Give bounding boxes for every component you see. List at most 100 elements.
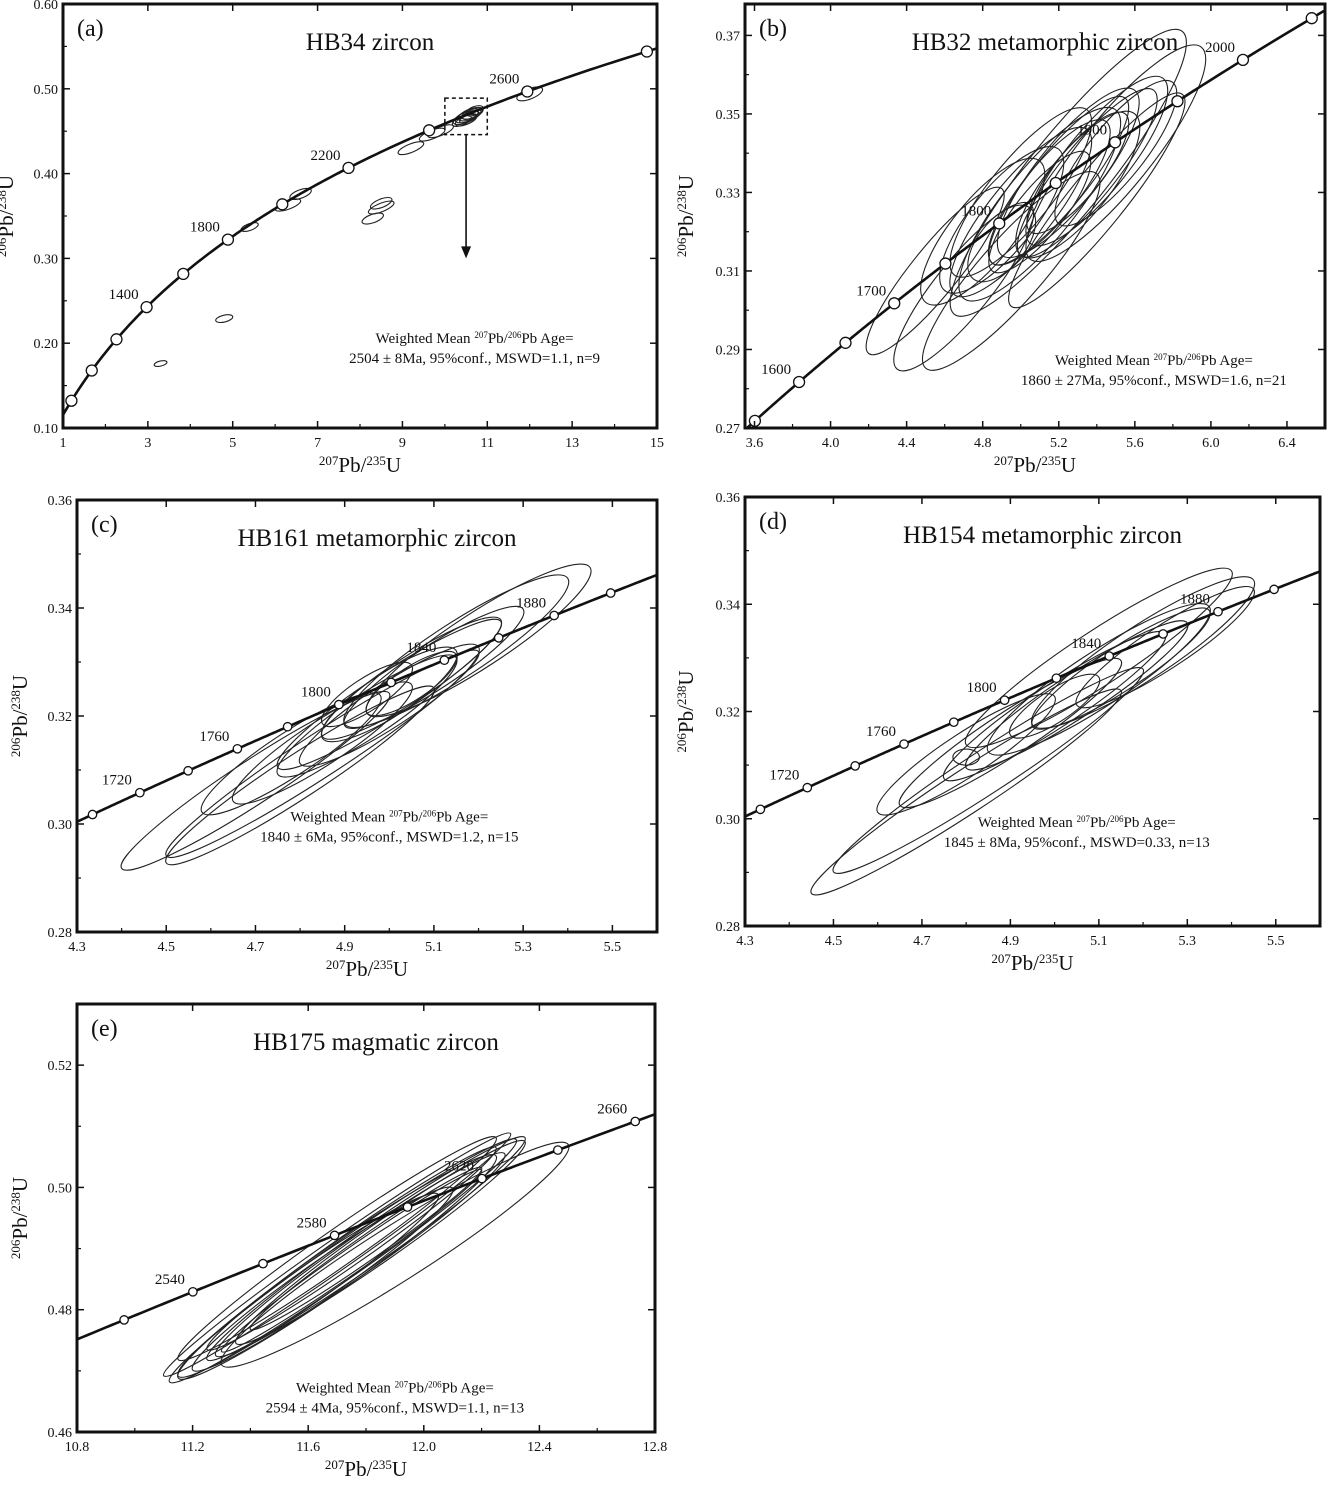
zoom-arrow-head: [461, 246, 472, 259]
x-tick-label: 4.8: [974, 436, 992, 451]
y-tick-label: 0.20: [34, 337, 59, 352]
panel-c: 1720 1760 1800 1840 1880 4.3 4.5 4.7 4.9 5.1 5.3 5.…: [8, 494, 659, 982]
x-tick-label: 11.2: [181, 1440, 205, 1455]
age-marker: [552, 1145, 563, 1155]
y-tick-label: 0.34: [48, 602, 73, 617]
panel-d: 1720 1760 1800 1840 1880 4.3 4.5 4.7 4.9 5.1 5.3 5.…: [674, 491, 1322, 976]
x-tick-label: 7: [314, 436, 321, 451]
x-tick-label: 5.3: [1179, 934, 1197, 949]
age-marker: [640, 45, 654, 58]
age-marker: [1213, 606, 1223, 617]
concordia-curve: [745, 569, 1320, 818]
age-marker: [386, 677, 396, 688]
error-ellipse: [343, 605, 525, 730]
y-tick-label: 0.52: [48, 1059, 73, 1074]
x-tick-label: 5.5: [604, 940, 622, 955]
axis-ticks: 1 3 5 7 9 11 13 150.100.200.300.400.500.60: [34, 0, 665, 451]
x-tick-label: 5.5: [1267, 934, 1285, 949]
panel-title: HB32 metamorphic zircon: [912, 29, 1179, 56]
age-marker: [999, 695, 1010, 706]
y-tick-label: 0.29: [716, 343, 741, 358]
y-tick-label: 0.46: [48, 1426, 73, 1441]
age-label: 2600: [489, 72, 519, 88]
error-ellipse: [249, 1166, 483, 1331]
age-marker: [282, 721, 293, 732]
error-ellipse: [165, 649, 480, 858]
x-tick-label: 5.6: [1126, 436, 1144, 451]
age-label: 1880: [516, 595, 546, 611]
error-ellipse: [162, 1132, 512, 1377]
axis-ticks: 10.8 11.2 11.6 12.0 12.4 12.8 0.46 0.48 0.50 0.52: [48, 1004, 668, 1455]
y-tick-label: 0.50: [34, 83, 59, 98]
x-tick-label: 4.3: [736, 934, 754, 949]
error-ellipse: [986, 602, 1211, 756]
y-axis-label: 206Pb/238U: [8, 1177, 33, 1259]
error-ellipse: [214, 1152, 506, 1358]
x-tick-label: 12.0: [412, 1440, 437, 1455]
zoom-box: [444, 97, 489, 136]
age-marker: [948, 717, 959, 728]
x-axis-label: 207Pb/235U: [319, 453, 401, 478]
plot-frame: [75, 1002, 657, 1434]
error-ellipse: [1025, 75, 1169, 247]
error-ellipse: [1025, 44, 1207, 263]
y-tick-label: 0.33: [716, 186, 741, 201]
x-tick-label: 4.9: [336, 940, 354, 955]
age-marker: [85, 364, 98, 377]
panel-b: 1600 1700 1800 1900 2000 3.6 4.0 4.4 4.8 5.2 5.6 6.…: [674, 2, 1327, 478]
y-tick-label: 0.48: [48, 1304, 73, 1319]
age-label: 1720: [769, 768, 799, 784]
y-tick-label: 0.35: [716, 108, 741, 123]
error-ellipse: [921, 171, 1101, 371]
panel-label: (e): [91, 1016, 118, 1042]
x-axis-label: 207Pb/235U: [994, 453, 1076, 478]
x-tick-label: 1: [60, 436, 67, 451]
age-label: 2660: [597, 1101, 627, 1117]
age-marker: [850, 761, 861, 771]
x-tick-label: 5.1: [425, 940, 443, 955]
age-marker: [232, 743, 243, 754]
x-tick-label: 6.4: [1278, 436, 1296, 451]
error-ellipse: [1008, 673, 1101, 739]
x-tick-label: 9: [399, 436, 406, 451]
age-label: 1800: [301, 685, 331, 701]
age-marker: [135, 787, 145, 798]
error-ellipse: [964, 567, 1233, 749]
age-label: 2580: [297, 1215, 327, 1231]
x-axis-label: 207Pb/235U: [326, 957, 408, 982]
error-ellipses: [865, 28, 1207, 372]
y-tick-label: 0.50: [48, 1181, 73, 1196]
age-label: 1720: [102, 773, 132, 789]
age-markers: 1400 1800 2200 2600: [65, 45, 654, 407]
annotation-line1: Weighted Mean 207Pb/206Pb Age=: [978, 814, 1176, 831]
panel-title: HB34 zircon: [306, 29, 435, 56]
age-marker: [1269, 584, 1279, 595]
x-tick-label: 4.5: [157, 940, 175, 955]
x-tick-label: 12.8: [643, 1440, 668, 1455]
y-tick-label: 0.37: [716, 29, 741, 44]
panel-e: 2540 2580 2620 2660 10.8 11.2 11.6 12.0 12.4 12.8…: [8, 1002, 668, 1481]
axis-ticks: 3.6 4.0 4.4 4.8 5.2 5.6 6.0 6.4 0.27 0.29 0.31 0.33…: [716, 4, 1325, 451]
error-ellipse: [153, 360, 168, 368]
annotation-line1: Weighted Mean 207Pb/206Pb Age=: [290, 808, 488, 825]
error-ellipse: [462, 110, 479, 121]
panel-title: HB161 metamorphic zircon: [237, 525, 517, 552]
y-tick-label: 0.10: [34, 422, 59, 437]
age-label: 2000: [1205, 40, 1235, 56]
x-axis-label: 207Pb/235U: [991, 951, 1073, 976]
error-ellipse: [893, 201, 1035, 372]
age-label: 1800: [961, 203, 991, 219]
concordia-curve: [77, 573, 657, 824]
age-marker: [1104, 651, 1115, 661]
age-marker: [521, 85, 534, 98]
concordia-curve: [77, 1112, 655, 1341]
panel-label: (d): [759, 509, 787, 535]
error-ellipse: [1054, 79, 1178, 227]
annotation-line2: 1845 ± 8Ma, 95%conf., MSWD=0.33, n=13: [944, 835, 1210, 851]
age-marker: [605, 588, 616, 598]
error-ellipse: [949, 107, 1093, 278]
x-tick-label: 5: [229, 436, 236, 451]
y-tick-label: 0.32: [48, 710, 73, 725]
error-ellipse: [200, 692, 382, 816]
annotation-line2: 1840 ± 6Ma, 95%conf., MSWD=1.2, n=15: [260, 829, 518, 845]
